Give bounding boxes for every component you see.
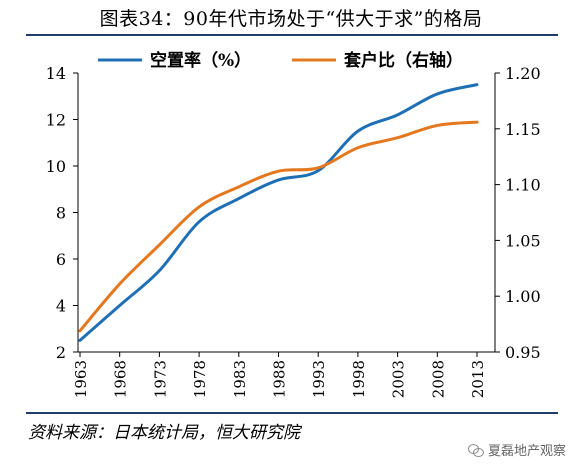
left-y-tick-label: 14 [46,64,66,83]
left-y-tick-label: 2 [56,343,66,362]
left-y-tick-label: 4 [56,297,66,316]
right-y-tick-label: 1.15 [505,120,541,139]
x-tick-label: 1993 [310,360,328,398]
x-tick-label: 1963 [72,360,90,398]
right-y-tick-label: 0.95 [505,343,541,362]
series-line-vacancy-rate [78,83,479,342]
footer-divider [26,412,558,414]
x-tick-label: 2013 [469,360,487,398]
x-tick-label: 1973 [151,360,169,398]
left-y-tick-label: 6 [56,250,66,269]
left-y-tick-label: 12 [46,111,66,130]
line-chart: 2 4 6 8 10 12 14 0.95 1.00 1.05 1.10 1.15 1.20 1963 19… [46,50,541,398]
legend-label: 空置率（%） [150,50,251,71]
right-y-tick-label: 1.00 [505,287,541,306]
x-tick-label: 1978 [191,360,209,398]
x-tick-label: 2003 [390,360,408,398]
legend-label: 套户比（右轴） [343,50,463,71]
series-line-housing-ratio [78,120,479,333]
right-y-tick-label: 1.05 [505,231,541,250]
right-y-tick-label: 1.20 [505,64,541,83]
x-tick-label: 2008 [429,360,447,398]
title-divider [26,34,558,36]
x-tick-label: 1998 [350,360,368,398]
watermark-text: 夏磊地产观察 [487,444,566,459]
x-tick-label: 1988 [271,360,289,398]
x-tick-label: 1983 [231,360,249,398]
x-tick-label: 1968 [112,360,130,398]
wechat-icon [467,443,484,457]
left-y-tick-label: 10 [46,157,66,176]
left-y-tick-label: 8 [56,204,66,223]
right-y-tick-label: 1.10 [505,176,541,195]
source-note: 资料来源：日本统计局，恒大研究院 [28,423,300,443]
watermark: 夏磊地产观察 [467,440,566,459]
chart-title: 图表34：90年代市场处于“供大于求”的格局 [99,8,483,30]
